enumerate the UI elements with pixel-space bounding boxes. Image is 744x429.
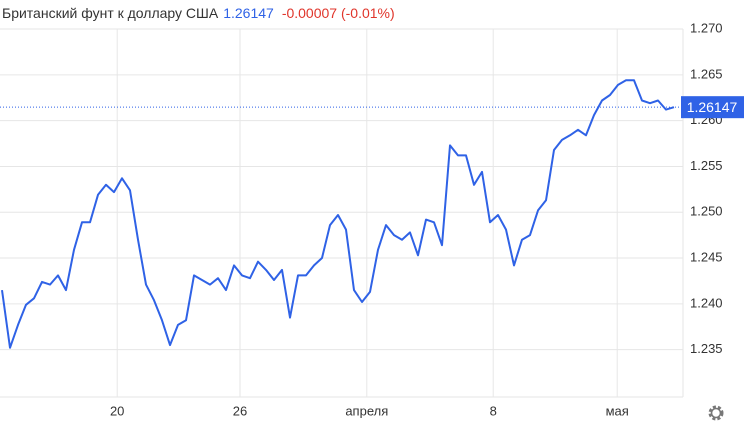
x-tick-label: 26 (233, 403, 247, 418)
last-price: 1.26147 (223, 5, 274, 21)
y-tick-label: 1.235 (690, 341, 723, 356)
y-tick-label: 1.250 (690, 204, 723, 219)
y-tick-label: 1.255 (690, 158, 723, 173)
y-tick-label: 1.270 (690, 20, 723, 35)
y-tick-label: 1.265 (690, 66, 723, 81)
last-price-badge-label: 1.26147 (687, 99, 738, 115)
x-tick-label: мая (606, 403, 629, 418)
y-tick-label: 1.240 (690, 295, 723, 310)
gear-teeth (708, 405, 724, 421)
settings-icon[interactable] (708, 405, 724, 421)
y-tick-label: 1.245 (690, 249, 723, 264)
x-tick-label: 20 (110, 403, 124, 418)
x-tick-label: 8 (490, 403, 497, 418)
price-line (1, 79, 675, 349)
last-price-badge (681, 96, 744, 119)
gear-ring (710, 407, 722, 419)
x-tick-label: апреля (345, 403, 388, 418)
price-change: -0.00007 (-0.01%) (282, 5, 395, 21)
title-text: Британский фунт к доллару США (2, 5, 219, 21)
chart-title: Британский фунт к доллару США 1.26147 -0.0… (2, 5, 395, 21)
